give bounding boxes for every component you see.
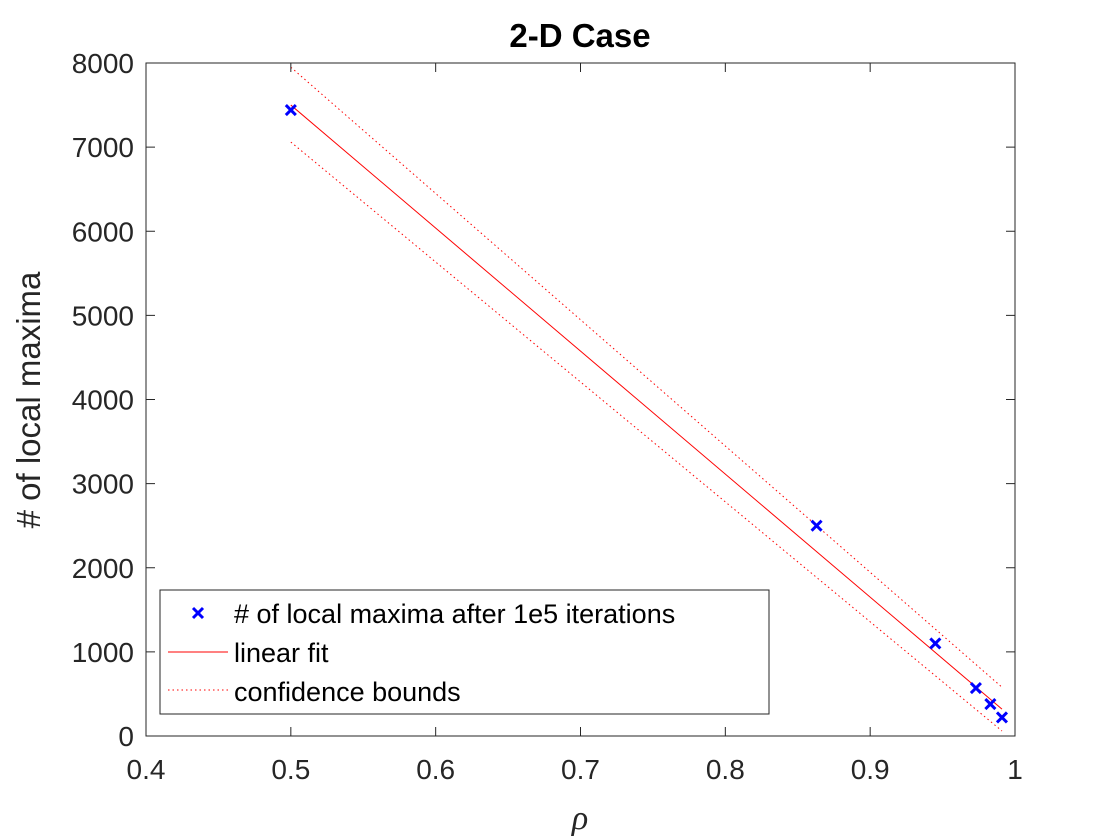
- x-tick-label: 0.8: [706, 754, 745, 785]
- data-point: [969, 681, 982, 695]
- y-axis-label: # of local maxima: [10, 271, 47, 528]
- y-tick-label: 6000: [72, 216, 134, 247]
- data-point: [995, 711, 1009, 724]
- y-tick-label: 2000: [72, 553, 134, 584]
- data-point-stroke: [810, 519, 823, 532]
- legend-label-fit: linear fit: [234, 638, 329, 668]
- y-tick-label: 0: [118, 721, 134, 752]
- x-tick-label: 0.5: [271, 754, 310, 785]
- series-layer: [284, 66, 1009, 732]
- linear-fit-line: [290, 104, 1003, 710]
- data-point-stroke: [284, 104, 297, 117]
- chart-title: 2-D Case: [509, 17, 650, 54]
- legend-label-scatter: # of local maxima after 1e5 iterations: [234, 599, 675, 629]
- data-point-stroke: [929, 637, 942, 650]
- y-tick-label: 1000: [72, 637, 134, 668]
- legend-label-bounds: confidence bounds: [234, 677, 461, 707]
- legend-box: [159, 589, 770, 715]
- x-tick-label: 0.6: [416, 754, 455, 785]
- data-point-stroke: [984, 697, 997, 711]
- data-point-stroke: [995, 711, 1009, 724]
- y-tick-label: 4000: [72, 385, 134, 416]
- y-tick-label: 5000: [72, 300, 134, 331]
- confidence-bound-line: [290, 141, 1003, 732]
- x-tick-label: 0.4: [127, 754, 166, 785]
- x-axis-label: ρ: [571, 800, 588, 837]
- ticks-layer: 0.4 0.5 0.6 0.7 0.8 0.9 1 0 1000 2000 3000 4000 5000…: [72, 48, 1023, 785]
- data-point-stroke: [969, 681, 982, 695]
- x-tick-label: 0.7: [561, 754, 600, 785]
- data-point: [810, 519, 823, 532]
- legend: # of local maxima after 1e5 iterations l…: [159, 589, 770, 715]
- x-tick-label: 1: [1007, 754, 1023, 785]
- y-tick-label: 7000: [72, 132, 134, 163]
- y-tick-label: 8000: [72, 48, 134, 79]
- data-point: [929, 637, 942, 650]
- x-tick-label: 0.9: [851, 754, 890, 785]
- data-point: [984, 697, 997, 711]
- y-tick-label: 3000: [72, 469, 134, 500]
- legend-marker-scatter: [191, 606, 205, 620]
- data-point: [284, 104, 297, 117]
